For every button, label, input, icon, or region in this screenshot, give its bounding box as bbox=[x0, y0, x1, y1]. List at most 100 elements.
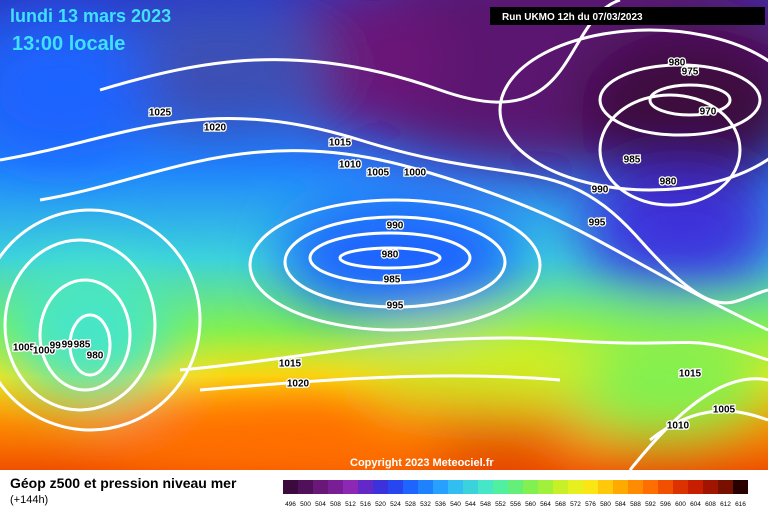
colorbar-label: 524 bbox=[390, 501, 401, 508]
colorbar-label: 596 bbox=[660, 501, 671, 508]
isobar-label: 1005 bbox=[713, 405, 736, 416]
colorbar-swatch bbox=[373, 480, 388, 494]
colorbar-swatch bbox=[313, 480, 328, 494]
isobar-label: 980 bbox=[660, 177, 677, 188]
colorbar-label: 604 bbox=[690, 501, 701, 508]
colorbar-label: 600 bbox=[675, 501, 686, 508]
colorbar-swatch bbox=[553, 480, 568, 494]
isobar-label: 1015 bbox=[279, 359, 302, 370]
colorbar-label: 512 bbox=[345, 501, 356, 508]
colorbar-label: 536 bbox=[435, 501, 446, 508]
colorbar-swatch bbox=[688, 480, 703, 494]
colorbar-swatch bbox=[613, 480, 628, 494]
colorbar-label: 592 bbox=[645, 501, 656, 508]
colorbar-label: 588 bbox=[630, 501, 641, 508]
colorbar-swatch bbox=[538, 480, 553, 494]
legend-subtitle: (+144h) bbox=[10, 494, 48, 506]
isobar-label: 1015 bbox=[679, 369, 702, 380]
run: Run UKMO 12h du 07/03/2023 bbox=[502, 12, 643, 23]
isobar-label: 985 bbox=[624, 155, 641, 166]
isobar-label: 1020 bbox=[287, 379, 310, 390]
colorbar-swatch bbox=[718, 480, 733, 494]
colorbar-swatch bbox=[703, 480, 718, 494]
colorbar-label: 580 bbox=[600, 501, 611, 508]
colorbar-swatch bbox=[418, 480, 433, 494]
colorbar-label: 528 bbox=[405, 501, 416, 508]
isobar-label: 995 bbox=[589, 218, 606, 229]
isobar-label: 1015 bbox=[329, 138, 352, 149]
colorbar-swatch bbox=[388, 480, 403, 494]
colorbar-label: 568 bbox=[555, 501, 566, 508]
colorbar-label: 508 bbox=[330, 501, 341, 508]
time: 13:00 locale bbox=[12, 33, 125, 55]
colorbar-swatch bbox=[493, 480, 508, 494]
isobar-label: 1020 bbox=[204, 123, 227, 134]
isobar-label: 995 bbox=[50, 341, 67, 352]
colorbar-label: 616 bbox=[735, 501, 746, 508]
colorbar-label: 548 bbox=[480, 501, 491, 508]
colorbar-swatch bbox=[628, 480, 643, 494]
colorbar-swatch bbox=[283, 480, 298, 494]
colorbar-swatch bbox=[358, 480, 373, 494]
isobar-label: 975 bbox=[682, 67, 699, 78]
colorbar-label: 500 bbox=[300, 501, 311, 508]
isobar-label: 995 bbox=[387, 301, 404, 312]
copyright: Copyright 2023 Meteociel.fr bbox=[350, 457, 494, 469]
isobar-label: 1000 bbox=[33, 346, 56, 357]
colorbar-swatch bbox=[523, 480, 538, 494]
colorbar-swatch bbox=[658, 480, 673, 494]
colorbar-label: 520 bbox=[375, 501, 386, 508]
isobar-label: 990 bbox=[387, 221, 404, 232]
field bbox=[0, 0, 768, 470]
isobar-label: 1010 bbox=[667, 421, 690, 432]
colorbar-swatch bbox=[328, 480, 343, 494]
colorbar-swatch bbox=[673, 480, 688, 494]
legend-title: Géop z500 et pression niveau mer bbox=[10, 475, 237, 491]
colorbar-label: 532 bbox=[420, 501, 431, 508]
colorbar-label: 556 bbox=[510, 501, 521, 508]
isobar-label: 990 bbox=[592, 185, 609, 196]
isobar-label: 985 bbox=[384, 275, 401, 286]
colorbar-label: 564 bbox=[540, 501, 551, 508]
isobar-label: 1000 bbox=[404, 168, 427, 179]
colorbar-label: 572 bbox=[570, 501, 581, 508]
isobar-label: 1005 bbox=[367, 168, 390, 179]
colorbar-swatch bbox=[478, 480, 493, 494]
isobar-label: 990 bbox=[62, 340, 79, 351]
isobar-label: 1025 bbox=[149, 108, 172, 119]
colorbar-label: 584 bbox=[615, 501, 626, 508]
colorbar-swatch bbox=[403, 480, 418, 494]
colorbar-swatch bbox=[433, 480, 448, 494]
run-box bbox=[490, 7, 765, 25]
colorbar: 496 500 504 508 512 516 520 524 528 532 536 540 544 5… bbox=[283, 480, 748, 508]
colorbar-label: 608 bbox=[705, 501, 716, 508]
isobar-label: 980 bbox=[382, 250, 399, 261]
colorbar-swatch bbox=[598, 480, 613, 494]
colorbar-swatch bbox=[463, 480, 478, 494]
colorbar-label: 552 bbox=[495, 501, 506, 508]
colorbar-label: 544 bbox=[465, 501, 476, 508]
isobar-label: 980 bbox=[669, 58, 686, 69]
date: lundi 13 mars 2023 bbox=[10, 6, 171, 26]
colorbar-label: 540 bbox=[450, 501, 461, 508]
colorbar-swatch bbox=[343, 480, 358, 494]
isobar-label: 970 bbox=[700, 107, 717, 118]
colorbar-label: 612 bbox=[720, 501, 731, 508]
colorbar-swatch bbox=[643, 480, 658, 494]
isobar-label: 985 bbox=[74, 340, 91, 351]
colorbar-swatch bbox=[448, 480, 463, 494]
colorbar-swatch bbox=[508, 480, 523, 494]
colorbar-label: 560 bbox=[525, 501, 536, 508]
colorbar-label: 576 bbox=[585, 501, 596, 508]
colorbar-swatch bbox=[568, 480, 583, 494]
colorbar-swatch bbox=[298, 480, 313, 494]
isobar-label: 1005 bbox=[13, 343, 36, 354]
colorbar-swatch bbox=[733, 480, 748, 494]
colorbar-swatch bbox=[583, 480, 598, 494]
isobar-label: 980 bbox=[87, 351, 104, 362]
colorbar-label: 496 bbox=[285, 501, 296, 508]
colorbar-label: 516 bbox=[360, 501, 371, 508]
colorbar-label: 504 bbox=[315, 501, 326, 508]
